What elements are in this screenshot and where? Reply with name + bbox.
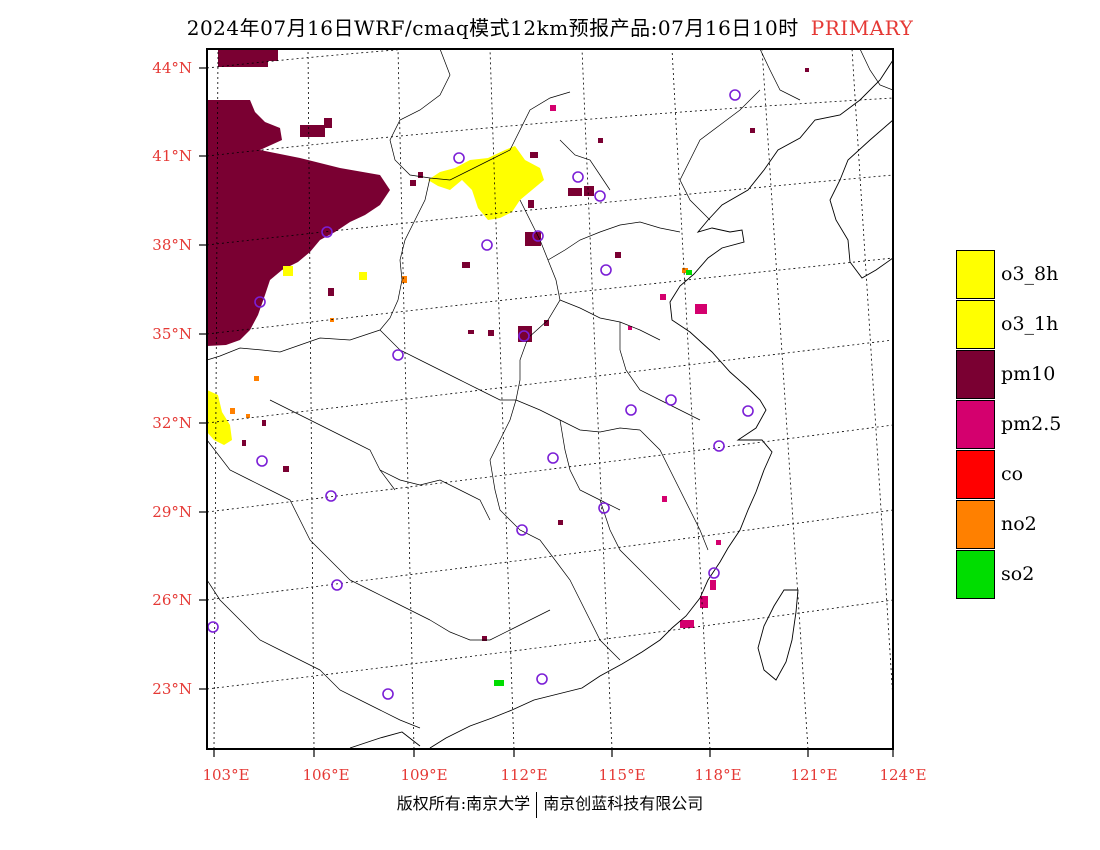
pm10-region: [207, 49, 390, 346]
legend-swatch: [956, 549, 995, 599]
legend-item-pm10: pm10: [956, 349, 1076, 399]
legend-item-so2: so2: [956, 549, 1076, 599]
o3-region: [207, 146, 544, 445]
legend-item-o3-1h: o3_1h: [956, 299, 1076, 349]
lat-label: 32°N: [152, 414, 192, 432]
legend-swatch: [956, 249, 995, 299]
lon-label: 106°E: [302, 766, 349, 784]
station-markers: [207, 89, 754, 700]
province-boundaries: [207, 49, 893, 729]
copyright-right: 南京创蓝科技有限公司: [543, 794, 704, 813]
tick-marks: [199, 67, 894, 757]
map-content: [207, 49, 893, 749]
lat-label: 38°N: [152, 236, 192, 254]
map-frame: [206, 48, 894, 750]
lon-label: 103°E: [202, 766, 249, 784]
copyright-footer: 版权所有:南京大学 南京创蓝科技有限公司: [0, 790, 1100, 818]
lon-label: 112°E: [500, 766, 547, 784]
lat-label: 26°N: [152, 591, 192, 609]
hainan-island: [349, 731, 421, 749]
legend-swatch: [956, 299, 995, 349]
legend-swatch: [956, 499, 995, 549]
legend-item-o3-8h: o3_8h: [956, 249, 1076, 299]
legend-swatch: [956, 349, 995, 399]
graticule: [207, 49, 893, 749]
legend-label: o3_1h: [1001, 313, 1059, 335]
legend-label: co: [1001, 463, 1024, 485]
legend-swatch: [956, 449, 995, 499]
legend-label: so2: [1001, 563, 1035, 585]
lon-label: 118°E: [694, 766, 741, 784]
pollutant-legend: o3_8h o3_1h pm10 pm2.5 co no2 so2: [956, 249, 1076, 599]
scattered-cells: [230, 68, 809, 686]
legend-item-co: co: [956, 449, 1076, 499]
legend-item-no2: no2: [956, 499, 1076, 549]
legend-label: pm2.5: [1001, 413, 1062, 435]
title-text: 2024年07月16日WRF/cmaq模式12km预报产品:07月16日10时: [186, 16, 799, 40]
copyright-left: 版权所有:南京大学: [396, 794, 531, 813]
latitude-labels: 44°N 41°N 38°N 35°N 32°N 29°N 26°N 23°N: [152, 59, 192, 698]
northeast-coast: [829, 119, 893, 279]
legend-label: o3_8h: [1001, 263, 1059, 285]
lon-label: 109°E: [400, 766, 447, 784]
primary-tag: PRIMARY: [810, 16, 914, 40]
lat-label: 44°N: [152, 59, 192, 77]
lon-label: 124°E: [879, 766, 926, 784]
legend-swatch: [956, 399, 995, 449]
coastline: [429, 59, 893, 749]
legend-item-pm2-5: pm2.5: [956, 399, 1076, 449]
lat-label: 23°N: [152, 680, 192, 698]
legend-label: no2: [1001, 513, 1037, 535]
lon-label: 115°E: [598, 766, 645, 784]
lat-label: 29°N: [152, 503, 192, 521]
lat-label: 41°N: [152, 147, 192, 165]
legend-label: pm10: [1001, 363, 1056, 385]
lon-label: 121°E: [790, 766, 837, 784]
lat-label: 35°N: [152, 325, 192, 343]
map-title: 2024年07月16日WRF/cmaq模式12km预报产品:07月16日10时 P…: [0, 12, 1100, 41]
footer-divider: [536, 791, 538, 818]
longitude-labels: 103°E 106°E 109°E 112°E 115°E 118°E 121°…: [202, 766, 926, 784]
taiwan-island: [757, 589, 799, 681]
